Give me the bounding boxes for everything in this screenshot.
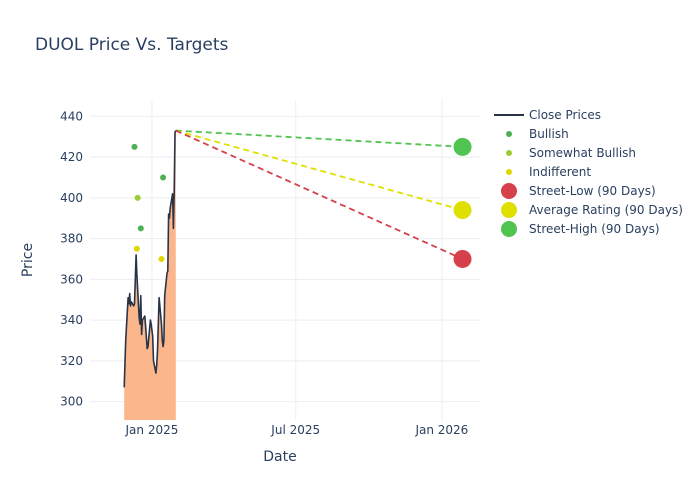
indifferent-rating-point [133, 245, 140, 252]
chart-title: DUOL Price Vs. Targets [35, 35, 229, 55]
legend-label: Close Prices [529, 108, 601, 122]
rating-points [131, 143, 167, 262]
legend-swatch-marker [506, 169, 512, 175]
x-axis-label: Date [263, 449, 296, 465]
bullish-rating-point [131, 143, 138, 150]
legend[interactable]: Close Prices Bullish Somewhat Bullish Indif… [494, 108, 683, 237]
price-area-fill [124, 130, 176, 420]
price-area [124, 130, 176, 420]
bullish-rating-point [137, 225, 144, 232]
indifferent-rating-point [158, 255, 165, 262]
y-tick-label: 420 [60, 150, 83, 164]
somewhat-bullish-rating-point [134, 194, 141, 201]
street-high-target-line [175, 129, 463, 148]
y-tick-label: 440 [60, 109, 83, 123]
legend-swatch-marker [506, 131, 512, 137]
y-tick-label: 360 [60, 272, 83, 286]
target-lines [175, 129, 463, 260]
y-tick-label: 320 [60, 354, 83, 368]
legend-swatch-marker [501, 221, 517, 237]
close-price-series [123, 130, 177, 388]
legend-swatch-marker [506, 150, 512, 156]
legend-label: Bullish [529, 127, 569, 141]
legend-swatch-marker [501, 183, 517, 199]
average-marker [453, 201, 472, 220]
y-tick-label: 300 [60, 395, 83, 409]
legend-swatch-marker [501, 202, 517, 218]
legend-label: Indifferent [529, 165, 591, 179]
street-low-target-line [175, 129, 463, 260]
bullish-rating-point [160, 174, 167, 181]
grid [90, 100, 480, 420]
street-high-marker [453, 137, 472, 156]
legend-label: Street-High (90 Days) [529, 222, 660, 236]
legend-label: Somewhat Bullish [529, 146, 636, 160]
y-tick-label: 380 [60, 232, 83, 246]
y-tick-label: 340 [60, 313, 83, 327]
close-price-line [123, 130, 177, 388]
legend-label: Street-Low (90 Days) [529, 184, 656, 198]
street-low-marker [453, 249, 472, 268]
x-tick-label: Jul 2025 [270, 423, 320, 437]
target-markers [453, 137, 472, 268]
x-tick-label: Jan 2026 [414, 423, 468, 437]
axes: 300 320 340 360 380 400 420 440 Jan 2025 Jul 2025… [60, 109, 468, 437]
legend-label: Average Rating (90 Days) [529, 203, 683, 217]
y-tick-label: 400 [60, 191, 83, 205]
y-axis-label: Price [20, 243, 36, 277]
x-tick-label: Jan 2025 [125, 423, 179, 437]
